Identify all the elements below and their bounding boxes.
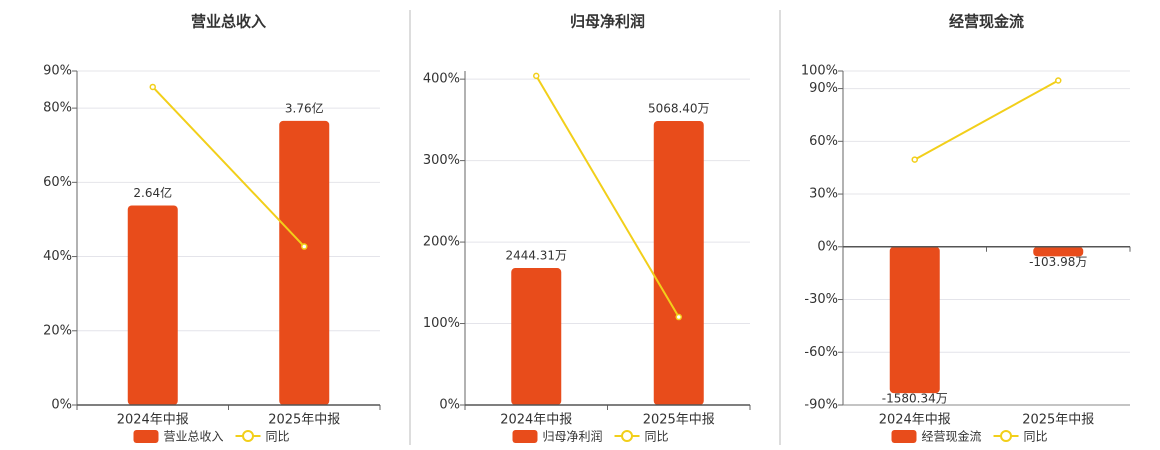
legend-label: 同比 xyxy=(1024,430,1048,444)
chart-title: 营业总收入 xyxy=(191,13,266,31)
x-tick-label: 2025年中报 xyxy=(268,413,340,428)
line xyxy=(152,86,305,248)
chart-title: 经营现金流 xyxy=(949,13,1024,31)
value-label: 3.76亿 xyxy=(285,100,324,115)
legend-swatch xyxy=(891,430,917,443)
legend-label: 同比 xyxy=(266,430,290,444)
y-tick-label: 0% xyxy=(439,398,460,413)
y-tick-label: 20% xyxy=(43,323,72,338)
y-tick-label: 30% xyxy=(809,187,838,202)
point xyxy=(301,243,308,250)
legend-label: 营业总收入 xyxy=(164,430,224,444)
bar xyxy=(1033,246,1084,257)
y-tick-label: 90% xyxy=(43,64,72,79)
bar xyxy=(511,268,562,405)
bar xyxy=(279,120,330,406)
x-tick-label: 2024年中报 xyxy=(879,413,951,428)
legend-label: 归母净利润 xyxy=(543,430,603,444)
x-tick-label: 2025年中报 xyxy=(1022,413,1094,428)
x-tick-label: 2024年中报 xyxy=(500,413,572,428)
point xyxy=(911,156,918,163)
y-tick-label: 90% xyxy=(809,81,838,96)
value-label: -1580.34万 xyxy=(882,392,948,406)
y-tick-label: 400% xyxy=(423,72,460,87)
y-tick-label: 100% xyxy=(801,64,838,79)
point xyxy=(675,313,682,321)
bar xyxy=(889,246,940,394)
y-tick-label: -30% xyxy=(804,292,838,307)
y-tick-label: 80% xyxy=(43,101,72,116)
y-tick-label: 0% xyxy=(51,398,72,413)
y-tick-label: 200% xyxy=(423,235,460,250)
value-label: -103.98万 xyxy=(1029,255,1087,269)
legend-label: 同比 xyxy=(645,430,669,444)
point xyxy=(149,83,156,91)
x-tick-label: 2025年中报 xyxy=(643,413,715,428)
legend-swatch xyxy=(1000,430,1013,442)
legend-swatch xyxy=(621,430,634,442)
chart-title: 归母净利润 xyxy=(570,13,645,31)
point xyxy=(1055,77,1062,84)
x-tick-label: 2024年中报 xyxy=(117,413,189,428)
y-tick-label: 300% xyxy=(423,153,460,168)
bar xyxy=(653,120,704,405)
y-tick-label: -60% xyxy=(804,345,838,360)
bar xyxy=(127,205,178,405)
y-tick-label: 100% xyxy=(423,316,460,331)
value-label: 5068.40万 xyxy=(648,101,710,115)
legend-swatch xyxy=(133,430,159,443)
legend-swatch xyxy=(512,430,538,443)
point xyxy=(533,72,540,80)
legend-label: 经营现金流 xyxy=(922,429,982,444)
y-tick-label: -90% xyxy=(804,398,838,413)
value-label: 2444.31万 xyxy=(505,249,567,263)
legend-swatch xyxy=(242,430,255,442)
y-tick-label: 60% xyxy=(809,134,838,149)
y-tick-label: 0% xyxy=(817,239,838,254)
y-tick-label: 40% xyxy=(43,249,72,264)
value-label: 2.64亿 xyxy=(133,185,172,200)
line xyxy=(535,75,680,318)
line xyxy=(914,79,1059,161)
y-tick-label: 60% xyxy=(43,175,72,190)
